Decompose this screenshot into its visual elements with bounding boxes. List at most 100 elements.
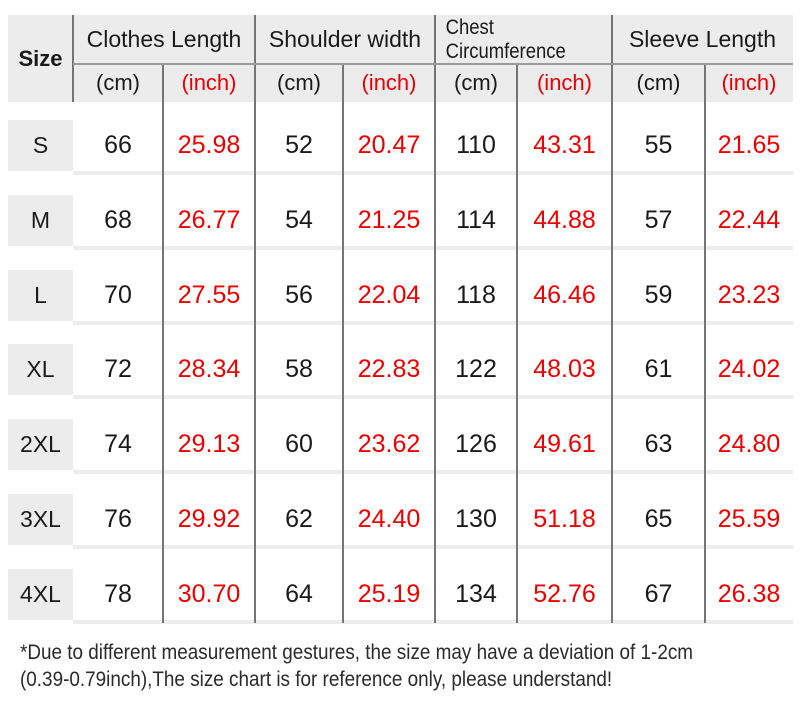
cell-inch-value: 24.40	[357, 505, 421, 533]
cell-inch-value: 29.13	[177, 430, 241, 458]
cell-inch-value: 25.98	[177, 131, 241, 159]
unit-header-cm: (cm)	[454, 70, 498, 95]
unit-header-inch: (inch)	[721, 70, 777, 95]
row-size-label: 4XL	[8, 569, 73, 620]
header-divider	[73, 63, 793, 65]
cell-cm-value: 68	[104, 206, 132, 234]
column-divider	[342, 64, 344, 623]
cell-cm-value: 134	[455, 580, 497, 608]
footnote-line: *Due to different measurement gestures, …	[20, 641, 694, 664]
cell-inch-value: 24.02	[717, 355, 781, 383]
footnote-line: (0.39-0.79inch),The size chart is for re…	[20, 668, 613, 691]
cell-cm-value: 110	[456, 131, 496, 159]
row-size-label: L	[8, 270, 73, 321]
size-column-header: Size	[18, 45, 63, 71]
cell-cm-value: 130	[455, 505, 497, 533]
cell-cm-value: 59	[644, 281, 673, 309]
cell-inch-value: 23.62	[357, 430, 421, 458]
unit-header-inch: (inch)	[536, 70, 592, 95]
row-divider	[73, 545, 793, 549]
cell-cm-value: 64	[285, 580, 313, 608]
group-header-sleeve-length: Sleeve Length	[628, 26, 777, 52]
cell-inch-value: 29.92	[177, 505, 241, 533]
cell-cm-value: 76	[104, 505, 132, 533]
row-size-label: XL	[8, 344, 73, 395]
cell-cm-value: 118	[456, 281, 496, 309]
row-divider	[73, 321, 793, 325]
cell-inch-value: 26.77	[177, 206, 241, 234]
cell-inch-value: 20.47	[357, 131, 421, 159]
unit-header-cm: (cm)	[636, 70, 681, 95]
row-size-label: M	[8, 195, 73, 246]
table-header: Size Clothes Length Shoulder width Chest…	[8, 15, 793, 102]
unit-header-inch: (inch)	[181, 70, 237, 95]
unit-header-cm: (cm)	[96, 70, 140, 95]
cell-cm-value: 72	[104, 355, 132, 383]
cell-inch-value: 25.59	[717, 505, 781, 533]
cell-cm-value: 66	[104, 131, 132, 159]
row-divider	[73, 620, 793, 624]
cell-cm-value: 67	[644, 580, 673, 608]
cell-inch-value: 22.83	[357, 355, 421, 383]
cell-inch-value: 24.80	[717, 430, 781, 458]
table-row: S 66 25.98 52 20.47 110 43.31 55 21.65	[8, 120, 793, 171]
table-row: L 70 27.55 56 22.04 118 46.46 59 23.23	[8, 270, 793, 321]
cell-cm-value: 70	[104, 281, 132, 309]
cell-cm-value: 54	[285, 206, 313, 234]
row-divider	[73, 246, 793, 250]
column-divider	[611, 15, 613, 623]
row-size-label: 2XL	[8, 419, 73, 470]
cell-cm-value: 60	[285, 430, 313, 458]
cell-inch-value: 52.76	[533, 580, 596, 608]
cell-inch-value: 26.38	[717, 580, 781, 608]
cell-inch-value: 30.70	[177, 580, 241, 608]
column-divider	[254, 15, 256, 623]
column-divider	[72, 15, 74, 102]
cell-cm-value: 74	[104, 430, 132, 458]
column-divider	[434, 15, 436, 623]
cell-cm-value: 61	[644, 355, 673, 383]
cell-inch-value: 21.25	[357, 206, 421, 234]
cell-inch-value: 23.23	[717, 281, 781, 309]
cell-inch-value: 25.19	[357, 580, 421, 608]
cell-cm-value: 56	[285, 281, 313, 309]
footnote: *Due to different measurement gestures, …	[20, 639, 768, 693]
column-divider	[516, 64, 518, 623]
cell-cm-value: 126	[455, 430, 497, 458]
cell-cm-value: 55	[644, 131, 673, 159]
table-row: 3XL 76 29.92 62 24.40 130 51.18 65 25.59	[8, 494, 793, 545]
group-header-chest-circumference: Chest Circumference	[445, 15, 566, 63]
group-header-clothes-length: Clothes Length	[86, 26, 242, 52]
row-divider	[73, 395, 793, 399]
cell-cm-value: 63	[644, 430, 673, 458]
cell-inch-value: 49.61	[533, 430, 596, 458]
cell-inch-value: 27.55	[177, 281, 241, 309]
row-size-label: S	[8, 120, 73, 171]
cell-inch-value: 46.46	[533, 281, 596, 309]
cell-inch-value: 22.04	[357, 281, 421, 309]
cell-cm-value: 52	[285, 131, 313, 159]
row-divider	[73, 171, 793, 175]
cell-cm-value: 57	[644, 206, 673, 234]
cell-inch-value: 28.34	[177, 355, 241, 383]
cell-inch-value: 22.44	[717, 206, 781, 234]
cell-inch-value: 51.18	[533, 505, 596, 533]
table-row: M 68 26.77 54 21.25 114 44.88 57 22.44	[8, 195, 793, 246]
unit-header-cm: (cm)	[277, 70, 321, 95]
table-row: XL 72 28.34 58 22.83 122 48.03 61 24.02	[8, 344, 793, 395]
cell-inch-value: 48.03	[533, 355, 596, 383]
cell-inch-value: 21.65	[717, 131, 781, 159]
table-row: 2XL 74 29.13 60 23.62 126 49.61 63 24.80	[8, 419, 793, 470]
cell-inch-value: 43.31	[533, 131, 596, 159]
cell-cm-value: 62	[285, 505, 313, 533]
cell-cm-value: 65	[644, 505, 673, 533]
row-size-label: 3XL	[8, 494, 73, 545]
group-header-shoulder-width: Shoulder width	[268, 26, 422, 52]
cell-cm-value: 114	[456, 206, 496, 234]
row-divider	[73, 470, 793, 474]
cell-cm-value: 122	[455, 355, 497, 383]
column-divider	[162, 64, 164, 623]
column-divider	[704, 64, 706, 623]
cell-cm-value: 78	[104, 580, 132, 608]
